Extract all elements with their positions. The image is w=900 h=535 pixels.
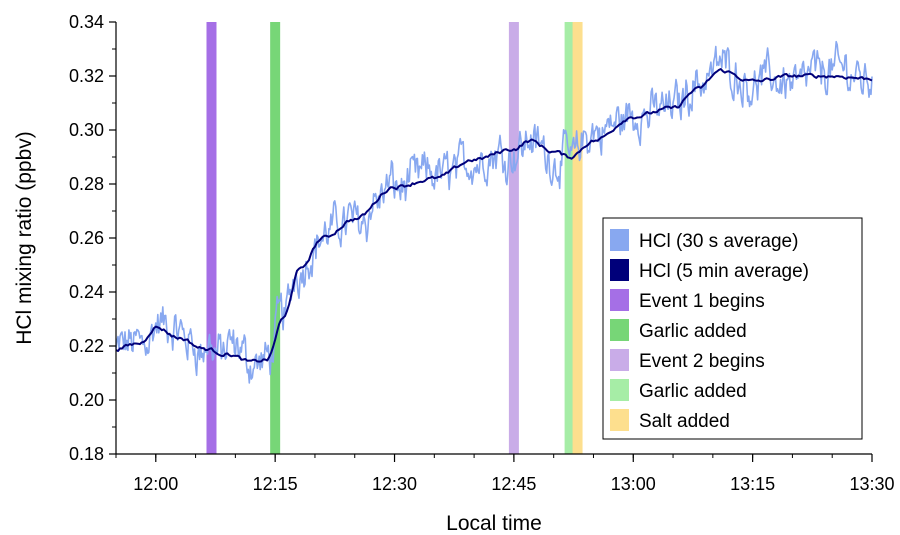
x-tick-label: 12:15	[253, 474, 298, 494]
y-tick-label: 0.22	[69, 336, 104, 356]
legend: HCl (30 s average) HCl (5 min average) Eve…	[602, 217, 863, 440]
y-axis-title: HCl mixing ratio (ppbv)	[13, 131, 36, 345]
x-tick-label: 13:30	[849, 474, 894, 494]
event-bar-1	[206, 22, 217, 454]
y-tick-label: 0.32	[69, 66, 104, 86]
x-tick-label: 12:30	[372, 474, 417, 494]
x-axis-title: Local time	[446, 512, 542, 535]
legend-label: Garlic added	[639, 381, 747, 402]
x-tick-label: 12:45	[491, 474, 536, 494]
legend-label: Event 1 begins	[639, 291, 765, 312]
legend-swatch	[610, 229, 629, 251]
legend-swatch	[610, 319, 629, 341]
legend-box	[602, 217, 863, 440]
legend-swatch	[610, 259, 629, 281]
event-bars	[206, 22, 583, 454]
legend-label: Salt added	[639, 411, 730, 432]
legend-swatch	[610, 409, 629, 431]
event-bar-2	[270, 22, 281, 454]
y-tick-label: 0.28	[69, 174, 104, 194]
legend-swatch	[610, 289, 629, 311]
legend-label: Garlic added	[639, 321, 747, 342]
x-tick-label: 13:15	[730, 474, 775, 494]
y-tick-label: 0.20	[69, 390, 104, 410]
x-tick-label: 13:00	[611, 474, 656, 494]
y-tick-label: 0.34	[69, 12, 104, 32]
y-ticks: 0.18 0.20 0.22 0.24 0.26 0.28 0.30 0.32 0.34	[69, 12, 116, 464]
x-ticks: 12:00 12:15 12:30 12:45 13:00 13:15 13:30	[115, 454, 895, 494]
series-layer	[115, 40, 873, 384]
series-line-5min-average	[115, 68, 873, 363]
legend-swatch	[610, 379, 629, 401]
y-tick-label: 0.30	[69, 120, 104, 140]
series-line-30s-average	[115, 40, 873, 384]
legend-swatch	[610, 349, 629, 371]
x-tick-label: 12:00	[133, 474, 178, 494]
y-tick-label: 0.24	[69, 282, 104, 302]
legend-label: HCl (5 min average)	[639, 261, 809, 282]
event-bar-3	[508, 22, 519, 454]
event-bar-5	[572, 22, 583, 454]
event-bar-4	[564, 22, 575, 454]
legend-label: Event 2 begins	[639, 351, 765, 372]
y-tick-label: 0.18	[69, 444, 104, 464]
y-tick-label: 0.26	[69, 228, 104, 248]
legend-label: HCl (30 s average)	[639, 231, 798, 252]
